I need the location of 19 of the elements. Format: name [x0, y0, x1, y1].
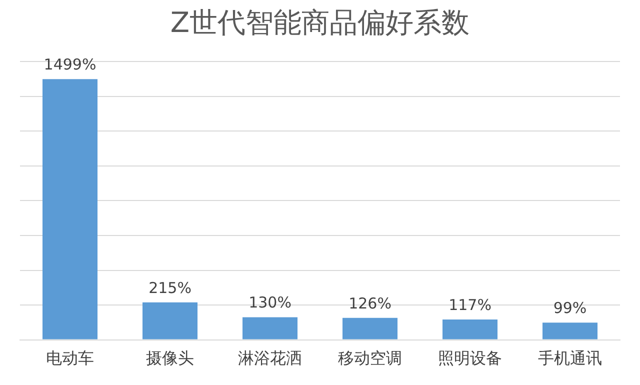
bar: [442, 319, 498, 340]
chart-title: Z世代智能商品偏好系数: [170, 6, 470, 40]
bar: [542, 322, 598, 340]
data-label: 215%: [148, 278, 192, 297]
data-label: 126%: [348, 294, 392, 312]
data-label: 1499%: [44, 56, 96, 74]
data-label: 99%: [553, 298, 587, 317]
x-tick-label: 电动车: [46, 348, 94, 368]
bar: [142, 302, 198, 340]
bar: [42, 79, 98, 340]
x-tick-label: 照明设备: [438, 348, 502, 368]
bar: [342, 318, 398, 340]
bar: [242, 317, 298, 340]
x-tick-label: 手机通讯: [538, 348, 602, 368]
x-tick-label: 移动空调: [338, 348, 402, 368]
data-label: 130%: [248, 294, 292, 312]
x-tick-label: 摄像头: [146, 348, 194, 368]
data-label: 117%: [448, 296, 492, 314]
x-tick-label: 淋浴花洒: [238, 348, 302, 368]
